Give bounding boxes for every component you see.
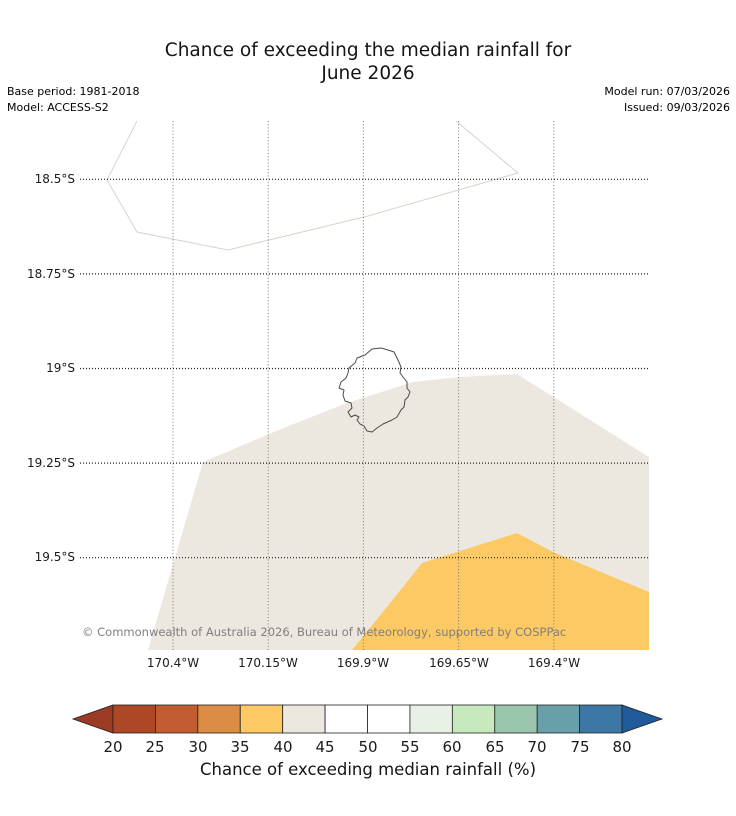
colorbar-segment-60-65: [451, 704, 496, 734]
colorbar-tick: 25: [145, 738, 165, 756]
lon-tick-label: 169.65°W: [429, 656, 489, 670]
page-title-line1: Chance of exceeding the median rainfall …: [164, 40, 572, 61]
issued-text: Issued: 09/03/2026: [623, 101, 730, 114]
lon-tick-label: 169.9°W: [336, 656, 390, 670]
colorbar-tick: 80: [612, 738, 632, 756]
colorbar-segment-25-30: [155, 704, 199, 734]
colorbar-tick: 65: [485, 738, 505, 756]
island-coastline: [338, 347, 411, 433]
colorbar-tick: 30: [188, 738, 208, 756]
colorbar-tick: 20: [103, 738, 123, 756]
contour-50-percent-line: [106, 120, 520, 251]
lon-tick-label: 169.4°W: [527, 656, 581, 670]
colorbar-tick: 40: [273, 738, 293, 756]
colorbar-segment-70-75: [536, 704, 581, 734]
model-run-text: Model run: 07/03/2026: [604, 85, 730, 98]
colorbar-segment-55-60: [409, 704, 453, 734]
colorbar-segment-40-45: [282, 704, 326, 734]
lon-tick-label: 170.4°W: [146, 656, 200, 670]
colorbar-tick: 35: [230, 738, 250, 756]
colorbar: [71, 704, 664, 734]
colorbar-tick: 45: [315, 738, 335, 756]
latitude-gridlines: [80, 178, 649, 559]
lat-tick-label: 19.25°S: [27, 456, 75, 470]
colorbar-segment-75-80: [579, 704, 623, 734]
colorbar-tick: 60: [442, 738, 462, 756]
colorbar-segment-35-40: [239, 704, 284, 734]
colorbar-tick: 70: [527, 738, 547, 756]
colorbar-right-arrow: [621, 704, 664, 734]
base-period-text: Base period: 1981-2018: [7, 85, 140, 98]
lon-tick-label: 170.15°W: [238, 656, 298, 670]
colorbar-label: Chance of exceeding median rainfall (%): [199, 760, 537, 779]
page-title-line2: June 2026: [321, 63, 415, 84]
colorbar-segment-20-25: [112, 704, 156, 734]
colorbar-segment-30-35: [197, 704, 241, 734]
region-35-40-percent: [352, 533, 649, 650]
model-text: Model: ACCESS-S2: [7, 101, 109, 114]
colorbar-tick: 55: [400, 738, 420, 756]
colorbar-segment-50-55: [367, 704, 411, 734]
lat-tick-label: 19°S: [46, 361, 75, 375]
colorbar-tick: 75: [570, 738, 590, 756]
copyright-text: © Commonwealth of Australia 2026, Bureau…: [82, 625, 567, 639]
colorbar-segment-65-70: [494, 704, 538, 734]
colorbar-left-arrow: [71, 704, 114, 734]
lat-tick-label: 18.5°S: [34, 172, 75, 186]
colorbar-tick: 50: [358, 738, 378, 756]
lat-tick-label: 19.5°S: [34, 550, 75, 564]
lat-tick-label: 18.75°S: [27, 267, 75, 281]
colorbar-segment-45-50: [324, 704, 368, 734]
